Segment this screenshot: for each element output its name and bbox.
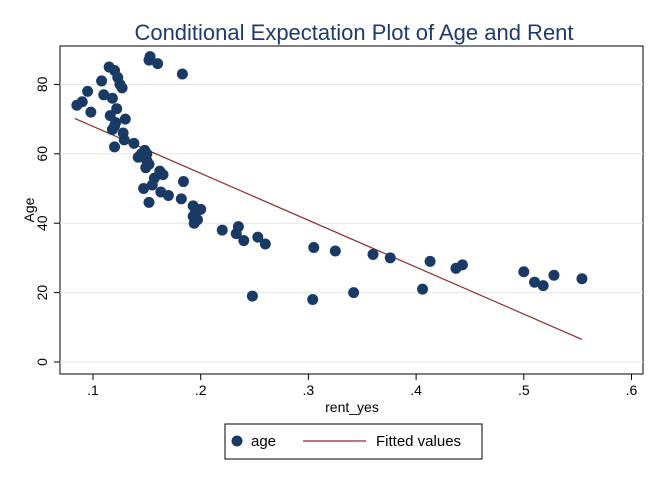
data-point-70	[576, 273, 588, 285]
data-point-45	[195, 203, 207, 215]
x-axis-title: rent_yes	[325, 399, 379, 415]
data-point-41	[143, 196, 155, 208]
data-point-59	[348, 287, 360, 299]
data-point-65	[456, 259, 468, 271]
data-point-4	[96, 75, 108, 87]
data-point-15	[144, 51, 156, 63]
data-point-40	[175, 193, 187, 205]
x-tick-label-1: .2	[195, 382, 207, 398]
x-tick-label-5: .6	[626, 382, 638, 398]
data-point-58	[307, 294, 319, 306]
fitted-values-line	[74, 117, 583, 340]
data-point-37	[157, 169, 169, 181]
data-point-49	[216, 224, 228, 236]
data-point-48	[188, 217, 200, 229]
legend: age Fitted values	[224, 423, 483, 460]
data-point-54	[259, 238, 271, 250]
data-point-21	[119, 113, 131, 125]
data-point-51	[232, 221, 244, 233]
data-point-10	[116, 82, 128, 94]
scatter-points	[71, 51, 588, 306]
legend-marker-age	[231, 435, 243, 447]
data-point-16	[152, 58, 164, 70]
plot-area	[59, 45, 644, 375]
data-point-2	[82, 85, 94, 97]
x-tick-label-0: .1	[87, 382, 99, 398]
legend-label-age: age	[251, 433, 276, 450]
x-tick-label-4: .5	[518, 382, 530, 398]
data-point-63	[424, 255, 436, 267]
data-point-66	[518, 266, 530, 278]
y-tick-label-4: 80	[34, 76, 50, 92]
data-point-13	[111, 103, 123, 115]
data-point-69	[548, 269, 560, 281]
data-point-20	[110, 117, 122, 129]
y-tick-label-1: 20	[34, 285, 50, 301]
data-point-53	[252, 231, 264, 243]
fitted-line-layer	[74, 117, 583, 340]
x-tick-label-2: .3	[303, 382, 315, 398]
data-point-12	[106, 92, 118, 104]
data-point-39	[162, 189, 174, 201]
data-point-24	[109, 141, 121, 153]
data-point-67	[529, 276, 541, 288]
data-point-1	[76, 96, 88, 108]
data-point-32	[140, 162, 152, 174]
data-point-62	[417, 283, 429, 295]
x-tick-label-3: .4	[410, 382, 422, 398]
y-tick-label-3: 60	[34, 146, 50, 162]
legend-label-fitted: Fitted values	[376, 433, 461, 450]
data-point-52	[238, 235, 250, 247]
data-point-3	[85, 106, 97, 118]
chart-title: Conditional Expectation Plot of Age and …	[134, 20, 573, 45]
data-point-57	[329, 245, 341, 257]
data-point-23	[118, 134, 130, 146]
y-tick-label-2: 40	[34, 215, 50, 231]
data-point-34	[146, 179, 158, 191]
data-point-42	[177, 176, 189, 188]
data-point-56	[308, 241, 320, 253]
data-point-25	[128, 137, 140, 149]
data-point-5	[98, 89, 110, 101]
data-point-55	[246, 290, 258, 302]
data-point-35	[138, 183, 150, 194]
y-axis-title: Age	[21, 197, 37, 222]
data-point-61	[384, 252, 396, 264]
axis-ticks: 0 20 40 60 80 .1 .2 .3 .4 .5 .6	[34, 76, 638, 398]
data-point-17	[176, 68, 188, 80]
data-point-68	[537, 280, 549, 292]
data-point-60	[367, 248, 379, 260]
y-tick-label-0: 0	[34, 358, 50, 366]
